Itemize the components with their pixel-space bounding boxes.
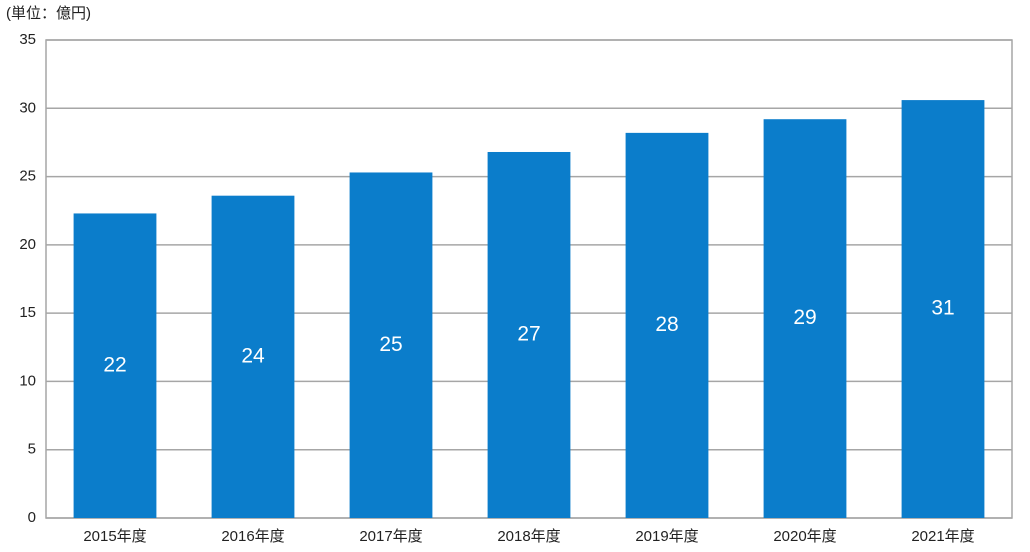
bar	[73, 213, 157, 518]
unit-label: (単位：億円)	[6, 5, 91, 22]
y-tick-label: 20	[19, 236, 36, 253]
value-label: 24	[241, 344, 265, 367]
x-tick-label: 2016年度	[221, 528, 284, 545]
x-tick-label: 2020年度	[773, 528, 836, 545]
y-tick-label: 5	[28, 441, 36, 458]
bar	[349, 172, 433, 518]
value-label: 28	[655, 313, 678, 336]
value-label: 22	[103, 353, 126, 376]
x-tick-label: 2017年度	[359, 528, 422, 545]
bar	[625, 132, 709, 518]
bar	[211, 195, 295, 519]
value-label: 27	[517, 323, 540, 346]
x-tick-label: 2021年度	[911, 528, 974, 545]
value-label: 29	[793, 306, 816, 329]
x-tick-label: 2018年度	[497, 528, 560, 545]
value-label: 25	[379, 333, 402, 356]
y-tick-label: 25	[19, 168, 36, 185]
y-tick-label: 10	[19, 372, 36, 389]
bar	[487, 151, 571, 518]
y-tick-label: 35	[19, 31, 36, 48]
bar	[901, 100, 985, 518]
y-tick-label: 0	[28, 509, 36, 526]
x-tick-label: 2019年度	[635, 528, 698, 545]
y-tick-label: 15	[19, 304, 36, 321]
value-label: 31	[931, 297, 954, 320]
bar	[763, 119, 847, 518]
x-tick-label: 2015年度	[83, 528, 146, 545]
y-tick-label: 30	[19, 99, 36, 116]
